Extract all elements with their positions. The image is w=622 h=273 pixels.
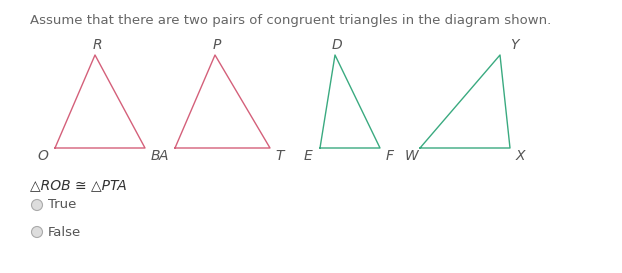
- Text: E: E: [304, 149, 312, 163]
- Circle shape: [32, 227, 42, 238]
- Text: True: True: [47, 198, 76, 212]
- Text: Y: Y: [510, 38, 518, 52]
- Text: O: O: [37, 149, 49, 163]
- Text: False: False: [47, 225, 81, 239]
- Text: F: F: [386, 149, 394, 163]
- Text: X: X: [515, 149, 525, 163]
- Text: T: T: [276, 149, 284, 163]
- Text: A: A: [158, 149, 168, 163]
- Text: W: W: [405, 149, 419, 163]
- Text: P: P: [213, 38, 221, 52]
- Text: R: R: [92, 38, 102, 52]
- Text: D: D: [332, 38, 342, 52]
- Text: B: B: [151, 149, 160, 163]
- Text: Assume that there are two pairs of congruent triangles in the diagram shown.: Assume that there are two pairs of congr…: [30, 14, 551, 27]
- Text: △ROB ≅ △PTA: △ROB ≅ △PTA: [30, 178, 127, 192]
- Circle shape: [32, 200, 42, 210]
